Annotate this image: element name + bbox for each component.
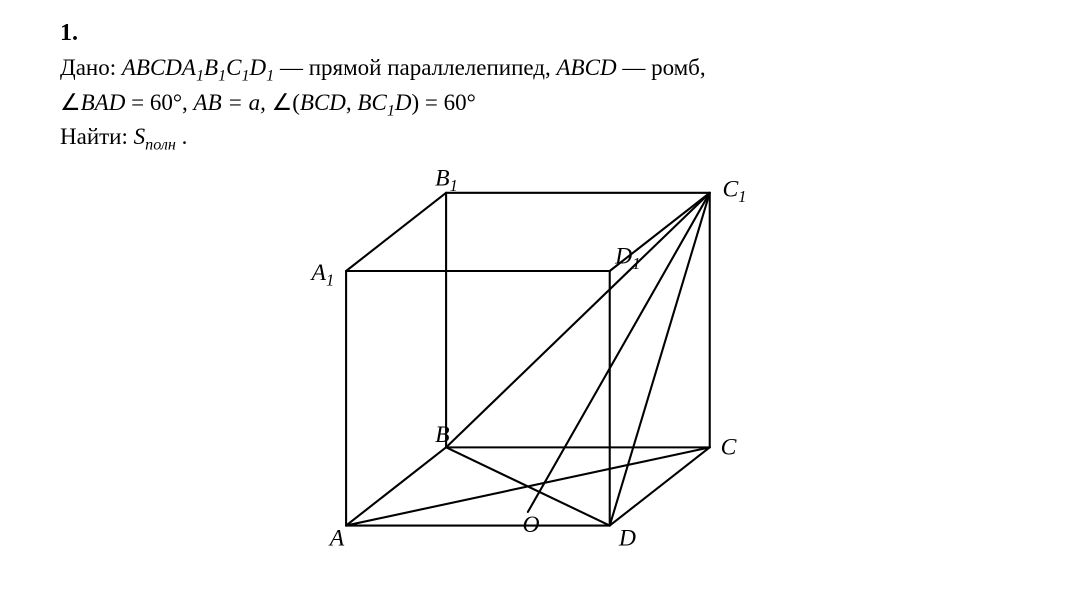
vertex-label-D1: D1	[614, 243, 640, 272]
vertex-label-C: C	[720, 434, 736, 460]
given-text-2: — ромб,	[622, 55, 705, 80]
vertex-label-D: D	[617, 525, 635, 551]
figure-wrap: ABCDA1B1C1D1O	[60, 171, 1013, 571]
problem-number: 1.	[60, 20, 1013, 47]
given-line-2: ∠BAD = 60°, AB = a, ∠(BCD, BC1D) = 60°	[60, 86, 1013, 121]
vertex-label-A1: A1	[309, 260, 334, 289]
edge-A1-B1	[346, 192, 446, 270]
page: 1. Дано: ABCDA1B1C1D1 — прямой параллеле…	[0, 0, 1073, 604]
find-s: S	[134, 124, 146, 149]
find-dot: .	[182, 124, 188, 149]
angle-sep: ,	[346, 90, 358, 115]
find-sub: полн	[145, 137, 176, 154]
plane-bcd: BCD	[300, 90, 346, 115]
angle-symbol-2: ∠(	[272, 90, 300, 115]
vertex-label-B: B	[435, 421, 449, 447]
given-label: Дано:	[60, 55, 116, 80]
edge-C1-D	[609, 192, 709, 525]
angle2-val: ) = 60°	[411, 90, 475, 115]
angle-bad-val: = 60°,	[125, 90, 193, 115]
find-line: Найти: Sполн .	[60, 120, 1013, 155]
vertex-label-B1: B1	[435, 165, 458, 194]
solid-name: ABCDA1B1C1D1	[122, 55, 274, 80]
vertex-label-O: O	[522, 511, 539, 537]
vertex-label-A: A	[327, 525, 344, 551]
ab-eq: AB = a,	[194, 90, 272, 115]
find-label: Найти:	[60, 124, 128, 149]
base-name: ABCD	[557, 55, 617, 80]
angle-bad: BAD	[81, 90, 126, 115]
vertex-label-C1: C1	[722, 176, 746, 205]
given-text-1: — прямой параллелепипед,	[280, 55, 557, 80]
edge-C1-O	[527, 192, 709, 511]
parallelepiped-diagram: ABCDA1B1C1D1O	[257, 171, 817, 571]
find-target: Sполн	[134, 124, 182, 149]
angle-symbol-1: ∠	[60, 90, 81, 115]
plane-bc1d: BC1D	[357, 90, 411, 115]
edge-C1-B	[446, 192, 710, 447]
given-line-1: Дано: ABCDA1B1C1D1 — прямой параллелепип…	[60, 51, 1013, 86]
